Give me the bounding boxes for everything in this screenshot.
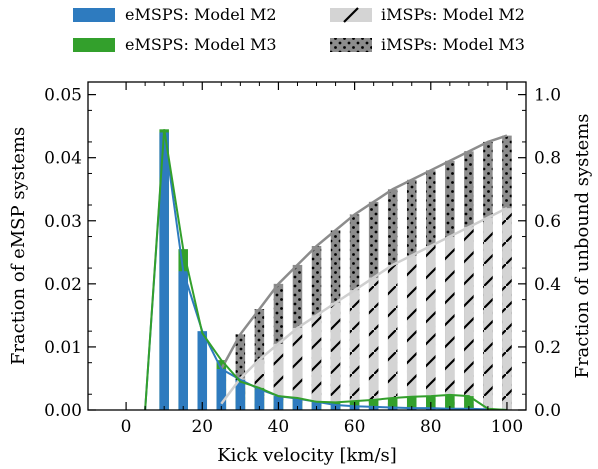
emsp-bars <box>159 129 493 410</box>
imsp-m2-bar <box>311 315 322 410</box>
x-tick-label: 100 <box>491 417 523 437</box>
emsp-m3-line <box>144 129 508 410</box>
imsp-m2-bar <box>292 328 303 410</box>
imsp-m2-bar <box>349 290 360 410</box>
emsp-lines <box>144 129 508 410</box>
emsp-m3-bar <box>368 399 379 410</box>
imsp-bars <box>216 135 512 410</box>
x-tick-label: 20 <box>191 417 213 437</box>
y-axis-label-left: Fraction of eMSP systems <box>8 127 29 365</box>
imsp-m2-bar <box>406 255 417 410</box>
y-left-tick-label: 0.03 <box>44 212 82 232</box>
axis-ticks: 0 20 40 60 80 100 0.00 0.01 0.02 0.03 0.04 0.05 0.0 0… <box>44 82 561 437</box>
imsp-m2-bar <box>445 236 455 410</box>
y-left-tick-label: 0.00 <box>44 401 82 421</box>
imsp-m2-bar <box>426 246 436 410</box>
emsp-m3-bar <box>445 394 455 410</box>
imsp-m2-bar <box>368 277 379 410</box>
imsp-m2-bar <box>483 217 493 410</box>
imsp-m3-line <box>220 134 508 370</box>
y-right-tick-label: 0.0 <box>534 401 561 421</box>
legend-label-emsp-m3: eMSPS: Model M3 <box>125 35 277 54</box>
y-right-tick-label: 1.0 <box>534 86 561 106</box>
legend-swatch-imsp-m3 <box>330 38 372 52</box>
emsp-m3-bar <box>387 398 398 410</box>
imsp-lines <box>220 134 508 405</box>
imsp-m2-bar <box>330 302 341 410</box>
emsp-m3-bar <box>464 396 474 410</box>
legend-item-imsp-m2: iMSPs: Model M2 <box>330 5 525 24</box>
y-axis-label-right: Fraction of unbound systems <box>572 113 593 378</box>
imsp-m2-bar <box>464 227 474 410</box>
legend-label-imsp-m3: iMSPs: Model M3 <box>381 35 525 54</box>
emsp-m2-bar <box>235 379 246 410</box>
y-right-tick-label: 0.6 <box>534 212 561 232</box>
legend-item-emsp-m2: eMSPS: Model M2 <box>73 5 277 24</box>
legend-item-imsp-m3: iMSPs: Model M3 <box>330 35 525 54</box>
plot-frame <box>87 81 527 411</box>
legend-swatch-hatch-stroke <box>343 7 359 23</box>
x-tick-label: 40 <box>268 417 290 437</box>
emsp-m2-bar <box>216 369 227 410</box>
emsp-m2-bar <box>254 389 265 410</box>
imsp-m2-line <box>220 207 508 405</box>
legend: eMSPS: Model M2 eMSPS: Model M3 iMSPs: M… <box>73 5 525 54</box>
y-right-tick-label: 0.2 <box>534 338 561 358</box>
y-left-tick-label: 0.02 <box>44 275 82 295</box>
y-left-tick-label: 0.01 <box>44 338 82 358</box>
y-right-tick-label: 0.4 <box>534 275 561 295</box>
emsp-m2-bar <box>159 132 169 410</box>
imsp-m3-bar <box>235 334 246 410</box>
emsp-m3-bar <box>406 396 417 410</box>
legend-item-emsp-m3: eMSPS: Model M3 <box>73 35 277 54</box>
legend-swatch-emsp-m2 <box>73 8 115 22</box>
x-tick-label: 60 <box>344 417 366 437</box>
x-tick-label: 0 <box>121 417 132 437</box>
emsp-m2-bar <box>197 331 208 410</box>
emsp-m2-bar <box>311 401 322 410</box>
imsp-m2-bar <box>502 208 512 410</box>
y-right-tick-label: 0.8 <box>534 149 561 169</box>
emsp-m2-bar <box>292 398 303 410</box>
x-tick-label: 80 <box>420 417 442 437</box>
y-left-tick-label: 0.05 <box>44 86 82 106</box>
emsp-m2-bar <box>178 271 188 410</box>
imsp-m2-bar <box>387 264 398 410</box>
x-axis-label: Kick velocity [km/s] <box>217 445 397 466</box>
legend-label-emsp-m2: eMSPS: Model M2 <box>125 5 277 24</box>
y-left-tick-label: 0.04 <box>44 149 82 169</box>
imsp-m2-bar <box>273 343 284 410</box>
legend-swatch-emsp-m3 <box>73 38 115 52</box>
imsp-m2-bar <box>254 359 265 410</box>
legend-label-imsp-m2: iMSPs: Model M2 <box>381 5 525 24</box>
